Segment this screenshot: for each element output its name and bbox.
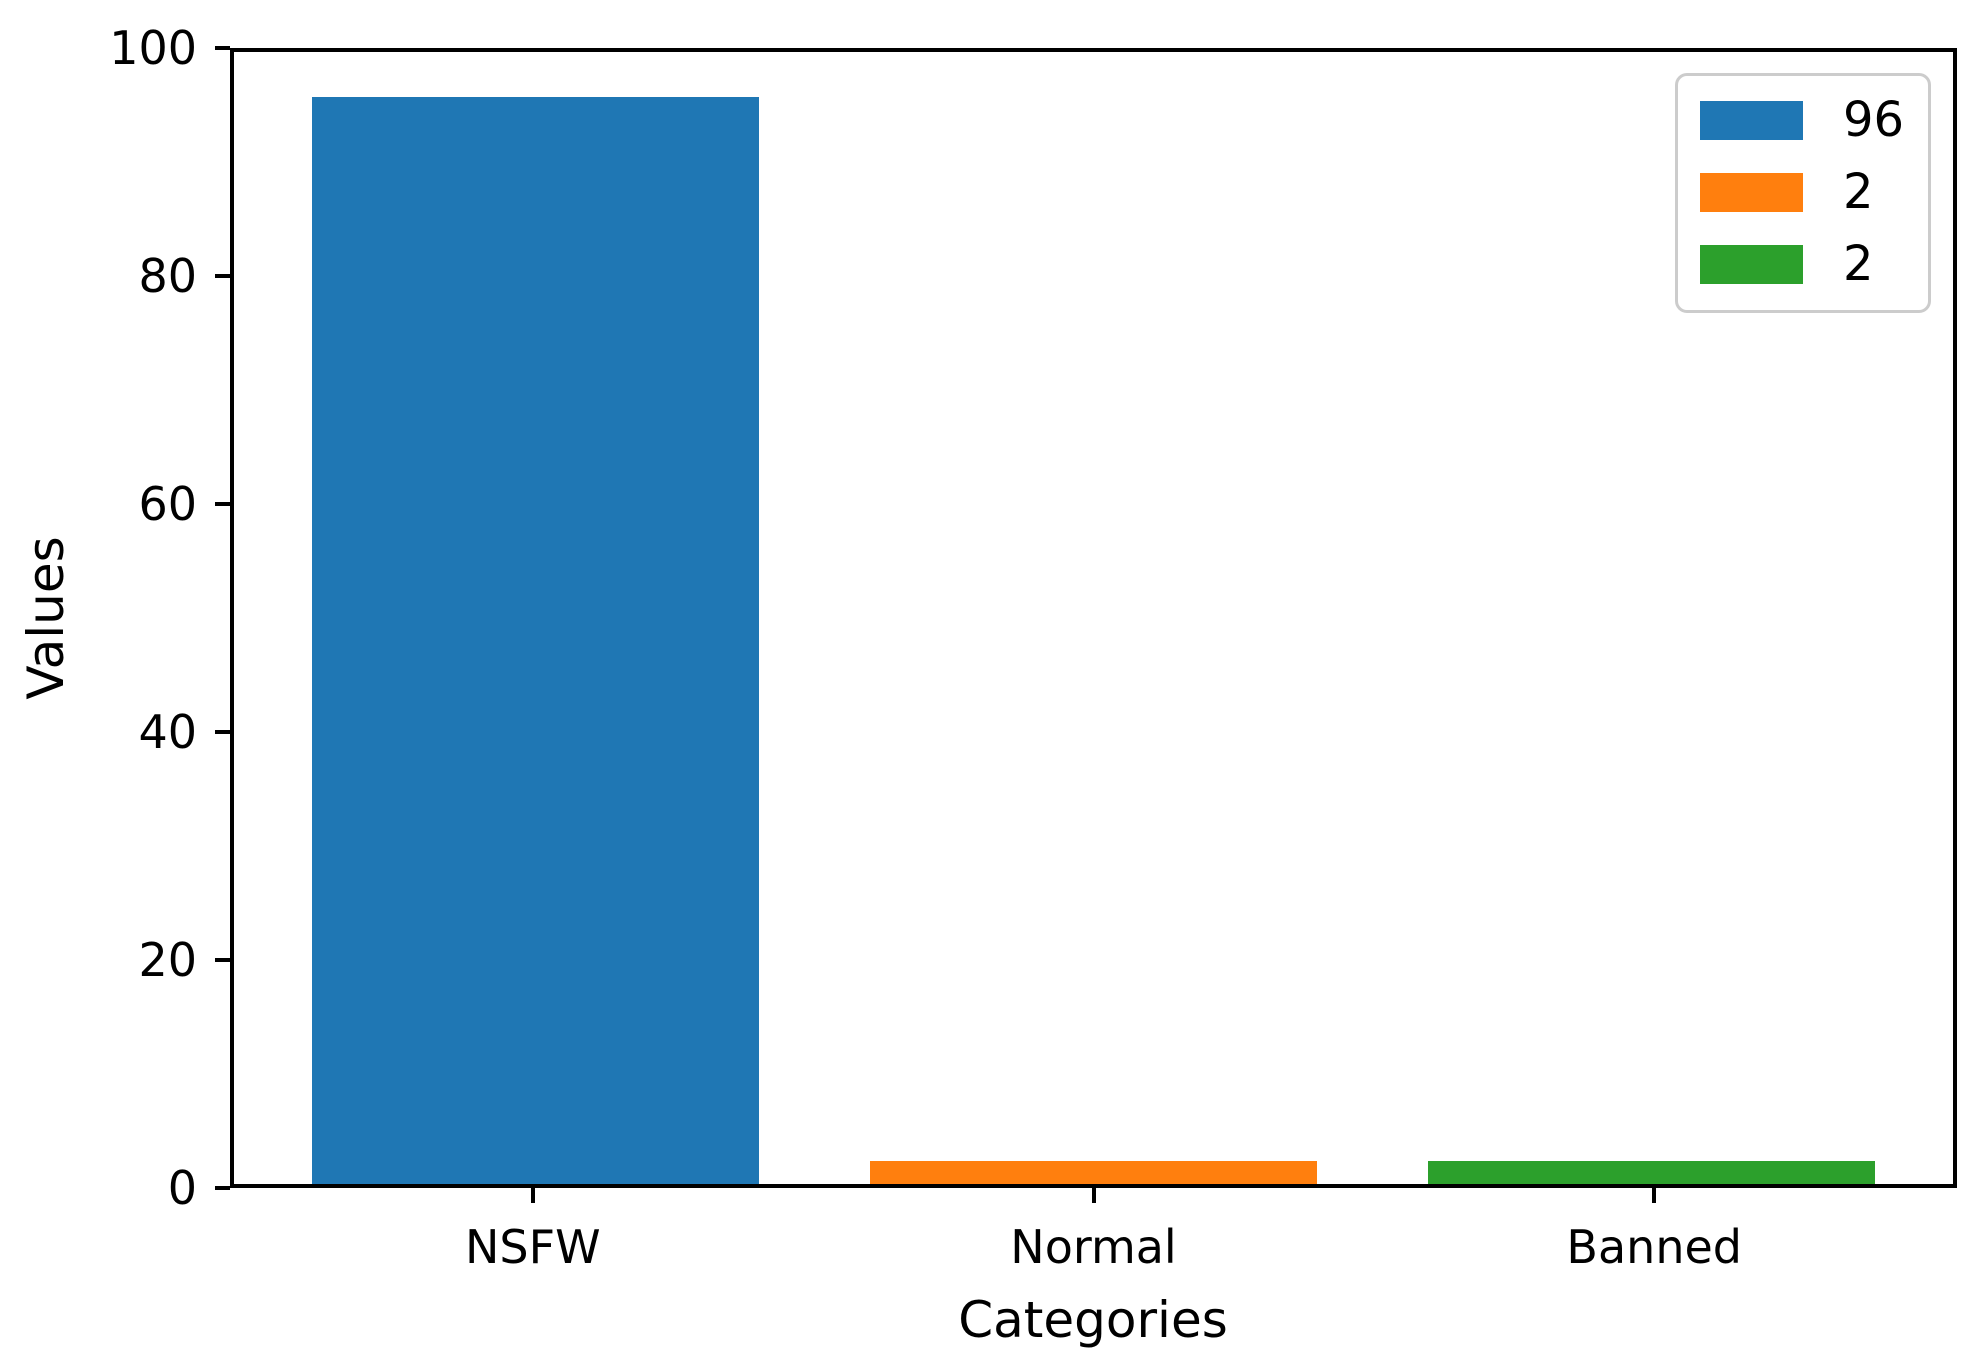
y-tick-label: 100 <box>109 21 197 75</box>
y-tick-label: 20 <box>138 933 197 987</box>
y-tick-mark <box>215 958 230 962</box>
y-tick-mark <box>215 46 230 50</box>
legend: 96 2 2 <box>1675 73 1931 313</box>
legend-label: 2 <box>1843 164 1874 221</box>
y-tick-mark <box>215 274 230 278</box>
y-axis: 0 20 40 60 80 100 <box>0 25 230 1211</box>
legend-entry: 2 <box>1700 164 1918 221</box>
x-tick-label-normal: Normal <box>1010 1220 1177 1274</box>
x-tick-mark <box>1652 1188 1657 1203</box>
y-tick-label: 80 <box>138 249 197 303</box>
plot-area: 96 2 2 <box>230 48 1957 1188</box>
legend-entry: 2 <box>1700 237 1918 292</box>
legend-label: 96 <box>1843 92 1905 148</box>
x-axis: NSFW Normal Banned <box>230 1188 1957 1328</box>
y-tick-mark <box>215 730 230 734</box>
y-tick-mark <box>215 1186 230 1190</box>
x-tick-mark <box>1091 1188 1096 1203</box>
bar-nsfw <box>312 97 759 1184</box>
bar-banned <box>1428 1161 1875 1184</box>
y-tick-label: 40 <box>138 705 197 759</box>
y-tick-label: 0 <box>167 1161 197 1215</box>
y-tick-mark <box>215 502 230 506</box>
bars-layer <box>234 52 1953 1184</box>
x-tick-mark <box>530 1188 535 1203</box>
legend-swatch <box>1700 101 1803 141</box>
x-axis-title: Categories <box>958 1291 1228 1349</box>
bar-normal <box>870 1161 1317 1184</box>
legend-swatch <box>1700 245 1803 285</box>
legend-label: 2 <box>1843 236 1874 293</box>
legend-swatch <box>1700 173 1803 213</box>
legend-entry: 96 <box>1700 92 1918 148</box>
y-tick-label: 60 <box>138 477 197 531</box>
x-tick-label-banned: Banned <box>1566 1220 1742 1274</box>
x-tick-label-nsfw: NSFW <box>465 1220 601 1274</box>
